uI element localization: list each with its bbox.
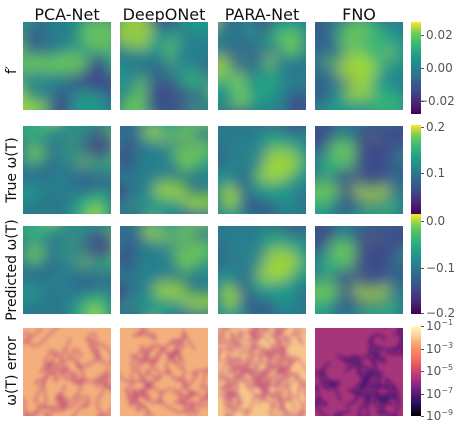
colorbar-f-prime (411, 22, 421, 114)
colorbar-tick (421, 127, 424, 128)
colorbar-tick-label: 0.1 (426, 166, 446, 180)
field-panel-r0-c2 (218, 22, 306, 110)
colorbar-tick (421, 221, 424, 222)
row-label-omega-error: ω(T) error (4, 336, 20, 406)
column-title-fno: FNO (342, 5, 376, 24)
field-panel-r1-c2 (218, 126, 306, 214)
colorbar-tick-label: 0.2 (426, 120, 446, 134)
row-label-predicted-omega: Predicted ω(T) (4, 219, 20, 321)
colorbar-predicted-omega (411, 214, 421, 314)
field-panel-r3-c3 (315, 328, 403, 416)
field-panel-r2-c0 (23, 226, 111, 314)
field-panel-r2-c1 (120, 226, 208, 314)
colorbar-tick (421, 348, 424, 350)
colorbar-tick (421, 173, 424, 174)
field-panel-r2-c3 (315, 226, 403, 314)
colorbar-tick (421, 393, 424, 395)
colorbar-tick-label: −0.02 (418, 94, 455, 108)
colorbar-tick-label: 10−7 (426, 385, 454, 401)
colorbar-tick (421, 101, 424, 102)
field-panel-r0-c3 (315, 22, 403, 110)
field-panel-r3-c0 (23, 328, 111, 416)
colorbar-tick-label: 10−1 (426, 318, 454, 333)
colorbar-tick-label: −0.1 (426, 261, 456, 275)
colorbar-tick-label: 0.0 (426, 214, 446, 228)
colorbar-tick (421, 268, 424, 269)
colorbar-tick-label: 0.00 (426, 61, 453, 75)
colorbar-tick-label: 10−5 (426, 363, 454, 378)
colorbar-tick (421, 68, 424, 69)
colorbar-tick (421, 326, 424, 327)
colorbar-tick (421, 371, 424, 372)
colorbar-tick-label: −0.2 (426, 306, 456, 320)
row-label-f-prime: f′ (4, 65, 20, 75)
field-panel-r1-c1 (120, 126, 208, 214)
colorbar-true-omega (411, 125, 421, 214)
row-label-true-omega: True ω(T) (4, 137, 20, 203)
column-title-deeponet: DeepONet (122, 5, 206, 24)
field-panel-r3-c2 (218, 328, 306, 416)
colorbar-omega-error (411, 326, 421, 416)
colorbar-tick (421, 313, 424, 314)
field-panel-r1-c3 (315, 126, 403, 214)
field-panel-r0-c0 (23, 22, 111, 110)
field-panel-r2-c2 (218, 226, 306, 314)
field-panel-r3-c1 (120, 328, 208, 416)
colorbar-tick (421, 416, 424, 417)
column-title-para-net: PARA-Net (224, 5, 300, 24)
column-title-pca-net: PCA-Net (34, 5, 100, 24)
colorbar-tick-label: 10−3 (426, 340, 454, 356)
colorbar-tick-label: 0.02 (426, 28, 453, 42)
colorbar-tick-label: 10−9 (426, 408, 454, 423)
colorbar-tick (421, 35, 424, 36)
field-panel-r1-c0 (23, 126, 111, 214)
field-panel-r0-c1 (120, 22, 208, 110)
